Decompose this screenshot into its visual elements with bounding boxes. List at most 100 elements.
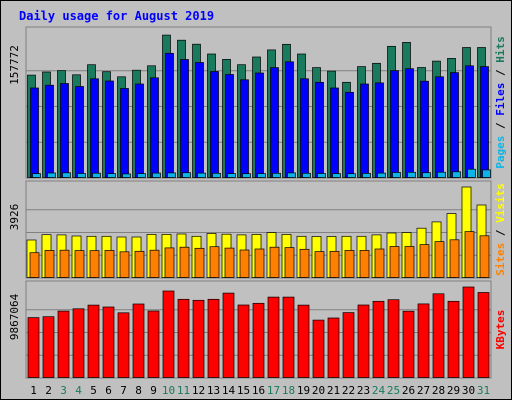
panel-kbytes-ymax-label: 9867064 <box>8 293 21 340</box>
bar-kbytes-kbytes-day-26 <box>402 310 415 378</box>
bar-kbytes-kbytes-day-21 <box>327 317 340 378</box>
panel-hits: 157772 Pages / Files / Hits <box>8 26 507 179</box>
bar-hits-files-day-8 <box>135 83 144 178</box>
chart-title: Daily usage for August 2019 <box>19 9 214 23</box>
bar-visits-sites-day-19 <box>299 248 310 278</box>
panel-hits-ymax-label: 157772 <box>8 45 21 85</box>
bar-hits-files-day-29 <box>450 72 459 178</box>
bar-hits-pages-day-1 <box>32 173 41 178</box>
bar-hits-files-day-14 <box>225 74 234 178</box>
bar-hits-pages-day-18 <box>287 172 296 178</box>
x-tick-label: 25 <box>387 384 400 397</box>
x-tick-label: 17 <box>267 384 280 397</box>
bar-kbytes-kbytes-day-14 <box>222 292 235 378</box>
bar-kbytes-kbytes-day-2 <box>42 316 55 378</box>
panel-kbytes: 9867064 KBytes <box>8 280 507 379</box>
bar-hits-files-day-6 <box>105 80 114 178</box>
bar-hits-pages-day-28 <box>437 171 446 178</box>
bar-kbytes-kbytes-day-9 <box>147 310 160 378</box>
bar-visits-sites-day-24 <box>374 248 385 278</box>
bar-visits-sites-day-5 <box>89 250 100 278</box>
bar-visits-sites-day-1 <box>29 252 40 278</box>
x-tick-label: 14 <box>222 384 236 397</box>
bar-kbytes-kbytes-day-10 <box>162 290 175 378</box>
bar-hits-pages-day-20 <box>317 173 326 178</box>
series-label-files: Files <box>494 83 507 116</box>
bar-hits-files-day-15 <box>240 79 249 178</box>
x-tick-label: 3 <box>60 384 67 397</box>
panel-visits-series-label: Sites / Visits <box>494 183 507 276</box>
x-tick-label: 24 <box>372 384 386 397</box>
x-tick-label: 31 <box>477 384 490 397</box>
bar-visits-sites-day-13 <box>209 246 220 278</box>
bar-kbytes-kbytes-day-6 <box>102 306 115 378</box>
bar-hits-pages-day-12 <box>197 172 206 178</box>
bar-kbytes-kbytes-day-28 <box>432 293 445 378</box>
bar-hits-files-day-16 <box>255 72 264 178</box>
bar-kbytes-kbytes-day-12 <box>192 299 205 378</box>
panel-kbytes-series-label: KBytes <box>494 310 507 350</box>
bar-hits-pages-day-14 <box>227 173 236 178</box>
bar-hits-pages-day-25 <box>392 172 401 178</box>
bar-hits-files-day-11 <box>180 59 189 178</box>
bar-kbytes-kbytes-day-18 <box>282 296 295 378</box>
x-tick-label: 12 <box>192 384 205 397</box>
x-tick-label: 18 <box>282 384 295 397</box>
bar-kbytes-kbytes-day-16 <box>252 302 265 378</box>
bar-visits-sites-day-16 <box>254 248 265 278</box>
bar-hits-files-day-2 <box>45 84 54 178</box>
x-tick-label: 15 <box>237 384 250 397</box>
bar-visits-sites-day-27 <box>419 244 430 278</box>
bar-hits-files-day-20 <box>315 81 324 178</box>
bar-hits-pages-day-23 <box>362 173 371 178</box>
bar-hits-files-day-19 <box>300 78 309 178</box>
bar-hits-pages-day-26 <box>407 171 416 178</box>
bar-kbytes-kbytes-day-31 <box>477 292 490 378</box>
bar-hits-pages-day-21 <box>332 173 341 178</box>
bar-visits-sites-day-30 <box>464 231 475 278</box>
x-tick-label: 4 <box>75 384 82 397</box>
bar-kbytes-kbytes-day-22 <box>342 312 355 378</box>
bar-hits-files-day-9 <box>150 77 159 178</box>
bar-hits-pages-day-31 <box>482 169 491 178</box>
bar-kbytes-kbytes-day-3 <box>57 310 70 378</box>
bar-kbytes-kbytes-day-11 <box>177 298 190 378</box>
bar-hits-files-day-3 <box>60 83 69 178</box>
bar-hits-files-day-1 <box>30 87 39 178</box>
bar-hits-files-day-26 <box>405 68 414 178</box>
bar-kbytes-kbytes-day-1 <box>27 317 40 378</box>
bar-hits-files-day-21 <box>330 87 339 178</box>
bar-visits-sites-day-17 <box>269 246 280 278</box>
bar-kbytes-kbytes-day-15 <box>237 304 250 378</box>
bar-hits-pages-day-27 <box>422 172 431 178</box>
bar-kbytes-kbytes-day-23 <box>357 304 370 378</box>
bar-visits-sites-day-20 <box>314 251 325 278</box>
bar-hits-pages-day-8 <box>137 173 146 178</box>
bar-hits-pages-day-7 <box>122 173 131 178</box>
bar-hits-files-day-23 <box>360 83 369 178</box>
x-tick-label: 28 <box>432 384 445 397</box>
series-label-separator: / <box>494 116 507 136</box>
x-tick-label: 29 <box>447 384 460 397</box>
bar-visits-sites-day-8 <box>134 250 145 278</box>
bar-hits-files-day-25 <box>390 70 399 178</box>
bar-visits-sites-day-10 <box>164 247 175 278</box>
bar-visits-sites-day-15 <box>239 249 250 278</box>
bar-visits-sites-day-7 <box>119 251 130 278</box>
bar-hits-files-day-12 <box>195 62 204 178</box>
series-label-sites: Sites <box>494 243 507 276</box>
x-tick-label: 20 <box>312 384 325 397</box>
bar-hits-files-day-10 <box>165 52 174 178</box>
bar-visits-sites-day-12 <box>194 247 205 278</box>
bar-hits-pages-day-3 <box>62 172 71 178</box>
panel-visits-ymax-label: 3926 <box>8 204 21 231</box>
bar-visits-sites-day-9 <box>149 249 160 278</box>
bar-visits-sites-day-23 <box>359 250 370 278</box>
bar-kbytes-kbytes-day-19 <box>297 304 310 378</box>
panel-visits: 3926 Sites / Visits <box>8 180 507 279</box>
bar-kbytes-kbytes-day-4 <box>72 308 85 378</box>
bar-hits-pages-day-10 <box>167 172 176 178</box>
bar-visits-sites-day-25 <box>389 246 400 278</box>
series-label-visits: Visits <box>494 183 507 223</box>
bar-hits-pages-day-22 <box>347 173 356 178</box>
